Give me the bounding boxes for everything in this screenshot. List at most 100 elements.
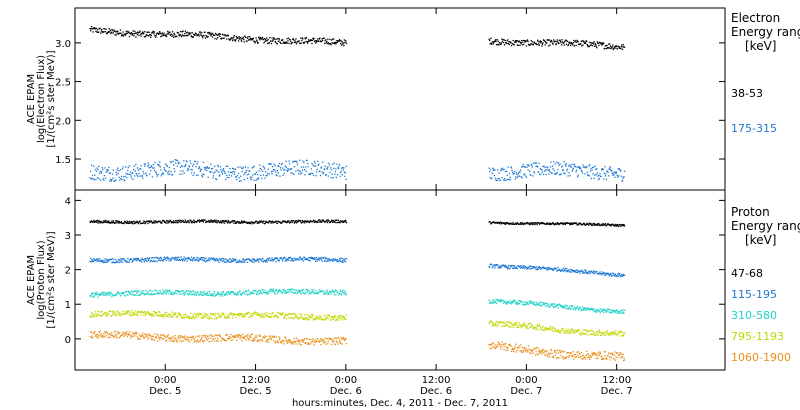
data-point — [280, 341, 283, 343]
data-point — [133, 223, 135, 225]
data-point — [502, 302, 505, 304]
data-point — [199, 335, 201, 337]
data-point — [137, 32, 140, 34]
data-point — [254, 336, 257, 338]
data-point — [555, 305, 557, 307]
data-point — [177, 335, 179, 337]
data-point — [98, 178, 100, 180]
data-point — [216, 340, 218, 342]
data-point — [302, 38, 304, 40]
data-point — [211, 167, 214, 170]
data-point — [219, 258, 221, 260]
data-point — [95, 30, 97, 32]
data-point — [94, 335, 97, 337]
data-point — [581, 45, 583, 47]
data-point — [202, 219, 204, 221]
data-point — [307, 40, 309, 43]
data-point — [609, 274, 611, 276]
data-point — [518, 171, 520, 173]
data-point — [169, 161, 172, 163]
data-point — [137, 258, 140, 260]
data-point — [227, 35, 229, 37]
data-point — [261, 177, 263, 180]
data-point — [285, 340, 287, 343]
data-point — [224, 222, 226, 224]
data-point — [291, 168, 293, 170]
data-point — [525, 266, 528, 269]
data-point — [330, 169, 333, 171]
data-point — [604, 331, 606, 334]
data-point — [270, 42, 273, 45]
data-point — [563, 330, 565, 333]
data-point — [146, 292, 149, 294]
data-point — [242, 259, 244, 261]
data-point — [295, 337, 298, 339]
data-point — [285, 314, 287, 316]
data-point — [238, 38, 241, 40]
data-point — [584, 307, 586, 309]
data-point — [97, 311, 99, 313]
data-point — [107, 220, 109, 223]
data-point — [267, 339, 269, 341]
data-point — [173, 340, 175, 343]
data-point — [308, 315, 310, 317]
data-point — [527, 40, 529, 43]
data-point — [620, 312, 622, 315]
data-point — [288, 259, 290, 261]
data-point — [502, 39, 504, 41]
data-point — [210, 163, 212, 165]
data-point — [225, 219, 227, 222]
data-point — [529, 302, 531, 304]
data-point — [500, 267, 502, 269]
data-point — [517, 40, 519, 42]
data-point — [600, 332, 602, 334]
data-point — [136, 167, 139, 169]
data-point — [199, 292, 201, 294]
data-point — [202, 340, 204, 342]
data-point — [183, 258, 185, 260]
data-point — [585, 269, 587, 271]
data-point — [201, 291, 203, 293]
data-point — [184, 30, 186, 32]
data-point — [273, 290, 275, 293]
data-point — [237, 221, 239, 223]
data-point — [202, 341, 204, 343]
data-point — [555, 329, 557, 331]
data-point — [104, 177, 107, 179]
data-point — [193, 163, 195, 165]
data-point — [539, 41, 541, 43]
data-point — [312, 174, 315, 176]
data-point — [528, 165, 530, 167]
data-point — [244, 315, 246, 318]
data-point — [502, 179, 505, 181]
data-point — [241, 293, 243, 295]
data-point — [96, 167, 98, 169]
data-point — [193, 338, 195, 340]
data-point — [304, 317, 307, 319]
data-point — [311, 172, 314, 175]
data-point — [509, 322, 512, 324]
data-point — [328, 258, 330, 260]
data-point — [277, 312, 279, 314]
data-point — [611, 311, 613, 314]
data-point — [262, 289, 264, 291]
data-point — [602, 43, 604, 45]
data-point — [323, 171, 325, 174]
data-point — [525, 223, 527, 225]
data-point — [103, 291, 105, 293]
data-point — [585, 333, 587, 335]
data-point — [241, 337, 243, 339]
data-point — [294, 40, 296, 42]
data-point — [531, 43, 533, 45]
data-point — [603, 332, 605, 334]
data-point — [501, 299, 503, 301]
data-point — [185, 257, 187, 259]
data-point — [615, 45, 618, 48]
data-point — [343, 291, 345, 294]
data-point — [276, 289, 278, 291]
data-point — [288, 340, 291, 342]
data-point — [237, 293, 240, 295]
data-point — [153, 167, 155, 169]
data-point — [502, 300, 504, 302]
data-point — [548, 328, 550, 330]
